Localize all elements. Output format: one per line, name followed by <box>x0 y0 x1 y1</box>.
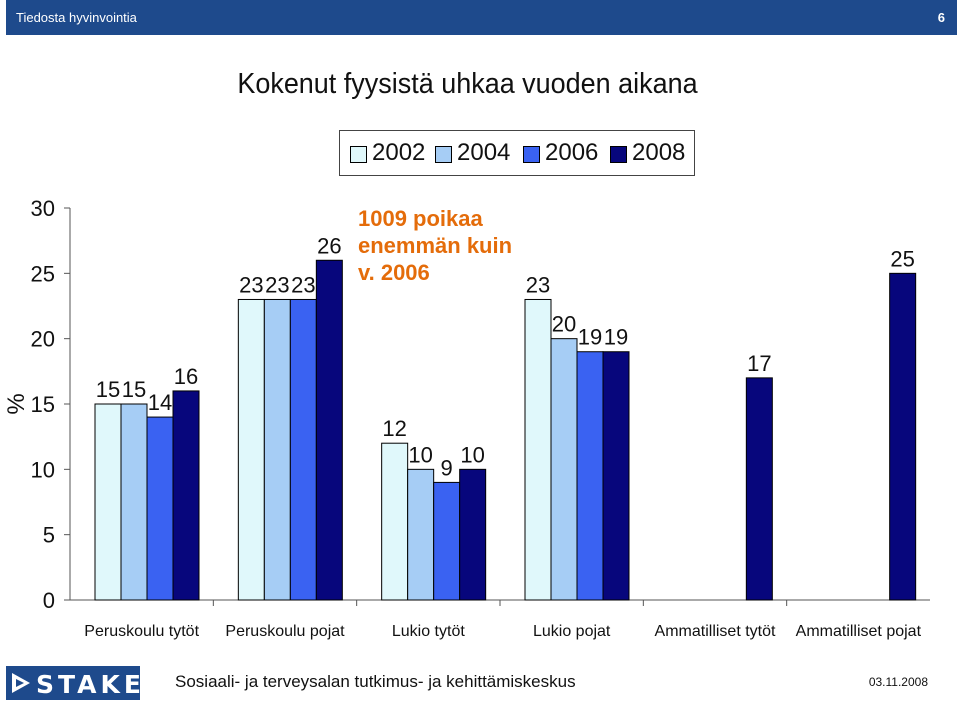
x-tick-label: Peruskoulu pojat <box>225 623 345 640</box>
x-tick-label: Ammatilliset tytöt <box>655 623 776 640</box>
chart-title: Kokenut fyysistä uhkaa vuoden aikana <box>237 68 698 100</box>
data-label: 26 <box>317 233 341 258</box>
legend-label-2008: 2008 <box>632 139 686 166</box>
stakes-logo: STAKES <box>6 666 163 700</box>
header-bar: Tiedosta hyvinvointia 6 <box>6 0 957 35</box>
page-number: 6 <box>937 10 945 25</box>
y-tick-label: 5 <box>43 523 55 548</box>
data-label: 15 <box>122 377 146 402</box>
y-tick-label: 30 <box>31 196 55 221</box>
bar-2008 <box>602 351 630 601</box>
data-label: 19 <box>604 325 628 350</box>
bar-2006 <box>289 298 317 601</box>
y-axis-label: % <box>3 393 30 414</box>
y-tick-label: 10 <box>31 457 55 482</box>
bar-2008 <box>315 259 343 601</box>
stakes-logo-text: STAKES <box>36 670 167 699</box>
bar-2004 <box>263 298 291 601</box>
y-tick-label: 0 <box>43 588 55 613</box>
data-label: 9 <box>441 455 453 480</box>
bar-2008 <box>172 390 200 601</box>
chart-annotation-line: v. 2006 <box>358 260 430 285</box>
bar-2006 <box>433 481 461 601</box>
data-label: 10 <box>460 442 484 467</box>
legend-label-2002: 2002 <box>372 139 426 166</box>
bar-2004 <box>407 468 435 601</box>
data-label: 23 <box>291 272 315 297</box>
legend-label-2004: 2004 <box>457 139 511 166</box>
data-label: 17 <box>747 351 771 376</box>
data-label: 23 <box>265 272 289 297</box>
data-label: 23 <box>526 272 550 297</box>
bar-2008 <box>459 468 487 601</box>
legend-swatch-2006 <box>523 146 540 163</box>
data-label: 16 <box>174 364 198 389</box>
legend-swatch-2004 <box>435 146 452 163</box>
legend-label-2006: 2006 <box>545 139 599 166</box>
bar-2002 <box>94 403 122 601</box>
footer-organization: Sosiaali- ja terveysalan tutkimus- ja ke… <box>175 672 576 691</box>
bar-2002 <box>381 442 409 601</box>
data-label: 20 <box>552 312 576 337</box>
footer-date: 03.11.2008 <box>868 675 928 689</box>
data-label: 14 <box>148 390 172 415</box>
y-tick-label: 15 <box>31 392 55 417</box>
x-tick-label: Lukio pojat <box>533 623 611 640</box>
x-tick-label: Lukio tytöt <box>392 623 465 640</box>
chart-annotation-line: 1009 poikaa <box>358 206 484 231</box>
data-label: 25 <box>890 246 914 271</box>
data-label: 19 <box>578 325 602 350</box>
bar-2002 <box>237 298 265 601</box>
legend-swatch-2002 <box>350 146 367 163</box>
bar-2004 <box>550 338 578 601</box>
bar-2006 <box>576 351 604 601</box>
y-tick-label: 25 <box>31 261 55 286</box>
data-label: 15 <box>96 377 120 402</box>
data-label: 10 <box>408 442 432 467</box>
chart-annotation-line: enemmän kuin <box>358 233 512 258</box>
bar-chart: 0 5 10 15 20 25 30% Peruskoulu tytöt Peruskoulu … <box>3 196 930 640</box>
bar-2006 <box>146 416 174 601</box>
data-label: 23 <box>239 272 263 297</box>
y-tick-label: 20 <box>31 327 55 352</box>
bar-2004 <box>120 403 148 601</box>
bar-2008 <box>889 272 917 601</box>
x-tick-label: Ammatilliset pojat <box>796 623 922 640</box>
chart-legend: 2002 2004 2006 2008 <box>339 130 695 176</box>
bar-2008 <box>745 377 773 601</box>
data-label: 12 <box>382 416 406 441</box>
bar-2002 <box>524 298 552 601</box>
stakes-logo-mark-icon <box>12 673 30 693</box>
legend-swatch-2008 <box>610 146 627 163</box>
header-title: Tiedosta hyvinvointia <box>16 10 137 25</box>
x-tick-label: Peruskoulu tytöt <box>84 623 199 640</box>
